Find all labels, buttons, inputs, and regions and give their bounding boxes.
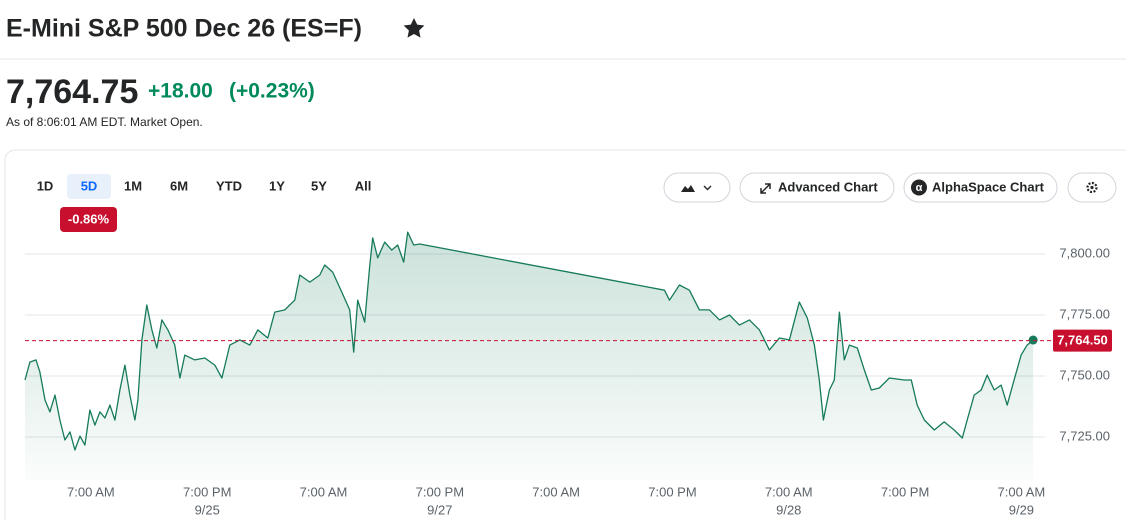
price: 7,764.75	[6, 73, 138, 111]
title: E-Mini S&P 500 Dec 26 (ES=F)	[6, 15, 362, 43]
gear-icon	[1086, 181, 1098, 194]
y-tick-label: 7,775.00	[1059, 306, 1110, 321]
x-tick-label: 7:00 PM	[183, 484, 231, 499]
price-line	[24, 231, 1034, 451]
range-button[interactable]: 1M	[124, 178, 142, 193]
alphaspace-icon	[911, 179, 927, 196]
chart-type-icon	[681, 185, 695, 192]
reference-tag	[1053, 329, 1112, 352]
reference-label: 7,764.50	[1057, 333, 1108, 348]
advanced-chart-button[interactable]	[739, 172, 895, 203]
range-button[interactable]: YTD	[216, 178, 242, 193]
x-tick-label: 7:00 PM	[881, 484, 929, 499]
x-tick-label: 7:00 AM	[67, 484, 115, 499]
range-button[interactable]: 5D	[81, 178, 98, 193]
x-tick-label: 7:00 AM	[765, 484, 813, 499]
x-tick-label: 7:00 AM	[300, 484, 348, 499]
y-tick-label: 7,800.00	[1059, 245, 1110, 260]
x-tick-label: 7:00 AM	[998, 484, 1046, 499]
expand-icon	[760, 183, 771, 194]
range-change: -0.86%	[68, 211, 110, 226]
button-label: Advanced Chart	[778, 179, 878, 194]
chart-card	[4, 149, 1126, 520]
range-selected-bg	[67, 174, 111, 199]
area	[25, 232, 1034, 480]
alphaspace-chart-button[interactable]	[903, 172, 1058, 203]
gear-center	[1090, 185, 1094, 190]
button-label: AlphaSpace Chart	[932, 179, 1045, 194]
watchlist-star[interactable]	[403, 18, 425, 38]
as-of: As of 8:06:01 AM EDT. Market Open.	[6, 115, 203, 129]
y-tick-label: 7,725.00	[1059, 428, 1110, 443]
x-tick-label: 7:00 PM	[648, 484, 696, 499]
x-date-label: 9/27	[427, 502, 452, 517]
x-tick-label: 7:00 PM	[416, 484, 464, 499]
x-date-label: 9/25	[195, 502, 220, 517]
range-button[interactable]: 1D	[37, 178, 54, 193]
range-button[interactable]: 1Y	[269, 178, 285, 193]
price-change: +18.00	[148, 80, 213, 103]
x-date-label: 9/29	[1009, 502, 1034, 517]
x-date-label: 9/28	[776, 502, 801, 517]
range-button[interactable]: All	[355, 178, 372, 193]
chart-type-button[interactable]	[663, 172, 731, 203]
range-button[interactable]: 6M	[170, 178, 188, 193]
alphaspace-glyph: α	[916, 182, 923, 194]
price-change-percent: (+0.23%)	[229, 80, 315, 103]
range-button[interactable]: 5Y	[311, 178, 327, 193]
y-tick-label: 7,750.00	[1059, 367, 1110, 382]
last-point	[1028, 335, 1038, 345]
x-tick-label: 7:00 AM	[532, 484, 580, 499]
range-change-badge	[60, 207, 117, 232]
chevron	[703, 185, 712, 191]
